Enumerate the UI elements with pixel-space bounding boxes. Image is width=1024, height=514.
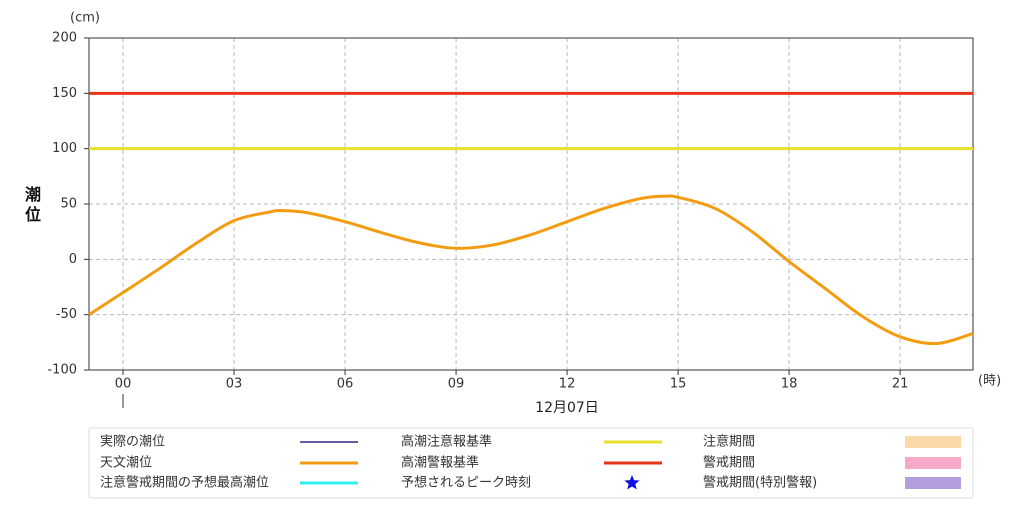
x-tick-label: 03 — [226, 377, 243, 392]
legend-label: 予想されるピーク時刻 — [401, 475, 531, 491]
x-tick-label: 06 — [337, 377, 354, 392]
y-tick-label: 0 — [69, 252, 77, 267]
x-tick-label: 09 — [448, 377, 465, 392]
legend-label: 高潮注意報基準 — [401, 434, 492, 450]
legend-label: 天文潮位 — [100, 456, 152, 471]
y-tick-label: -50 — [56, 307, 77, 322]
plot-frame — [88, 37, 974, 371]
y-tick-label: 150 — [52, 86, 77, 101]
legend-label: 警戒期間 — [703, 455, 755, 471]
legend-swatch — [905, 477, 961, 489]
x-tick-label: 15 — [670, 377, 687, 392]
legend-label: 警戒期間(特別警報) — [703, 475, 817, 491]
legend-label: 高潮警報基準 — [401, 455, 479, 471]
x-unit: (時) — [978, 374, 1001, 389]
y-tick-label: 50 — [60, 197, 77, 212]
legend-label: 注意期間 — [703, 434, 755, 450]
legend-box — [88, 427, 974, 499]
legend-label: 注意警戒期間の予想最高潮位 — [100, 475, 269, 491]
y-tick-label: 200 — [52, 31, 77, 46]
x-tick-label: 18 — [781, 377, 798, 392]
date-label: 12月07日 — [535, 400, 599, 416]
x-tick-label: 21 — [892, 377, 909, 392]
y-tick-label: -100 — [47, 363, 77, 378]
tide-line — [88, 194, 974, 345]
y-unit: (cm) — [70, 11, 100, 26]
y-label-text: 潮位 — [25, 185, 41, 224]
legend-swatch — [905, 436, 961, 448]
legend-label: 実際の潮位 — [100, 434, 165, 450]
x-tick-label: 12 — [559, 377, 576, 392]
x-tick-label: 00 — [115, 377, 132, 392]
legend-swatch — [905, 457, 961, 469]
legend-swatch — [624, 475, 640, 490]
y-tick-label: 100 — [52, 141, 77, 156]
